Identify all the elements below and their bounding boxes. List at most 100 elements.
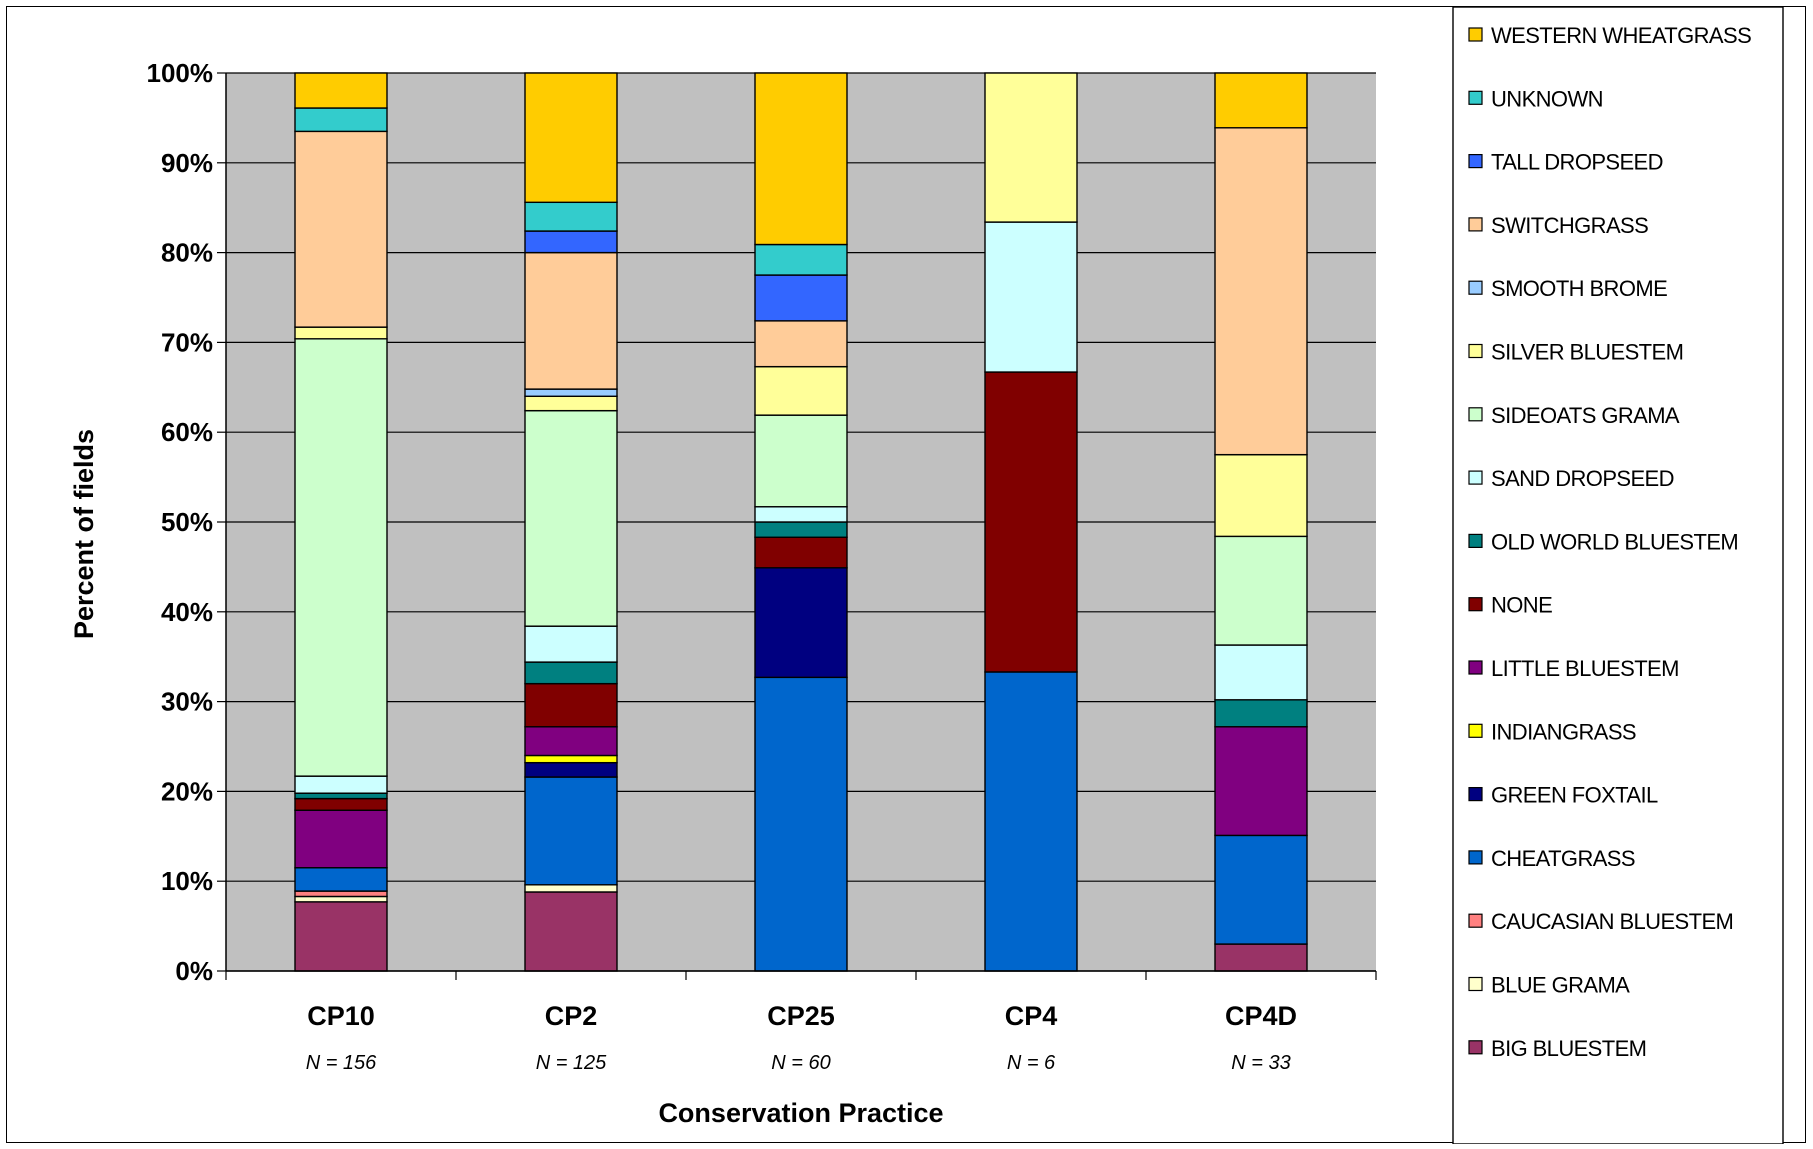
legend-swatch xyxy=(1468,217,1483,232)
bar-segment-cp10-old-world-bluestem xyxy=(294,792,388,800)
legend-swatch xyxy=(1468,280,1483,295)
bar-segment-cp2-silver-bluestem xyxy=(524,395,618,412)
bar-segment-cp2-smooth-brome xyxy=(524,388,618,397)
bar-segment-cp10-western-wheatgrass xyxy=(294,72,388,109)
bar-segment-cp25-sideoats-grama xyxy=(754,414,848,508)
legend-label: CHEATGRASS xyxy=(1491,846,1635,871)
bars xyxy=(294,72,1308,972)
bar-segment-cp2-unknown xyxy=(524,201,618,232)
bar-segment-cp2-sand-dropseed xyxy=(524,625,618,663)
bar-segment-cp10-big-bluestem xyxy=(294,901,388,972)
bar-segment-cp4d-old-world-bluestem xyxy=(1214,699,1308,728)
legend-label: CAUCASIAN BLUESTEM xyxy=(1491,909,1733,934)
bar-segment-cp25-unknown xyxy=(754,243,848,276)
sample-size-label: N = 6 xyxy=(1007,1052,1056,1074)
legend-swatch xyxy=(1468,1040,1483,1055)
legend-label: OLD WORLD BLUESTEM xyxy=(1491,529,1738,554)
bar-segment-cp4-none xyxy=(984,371,1078,673)
bar-segment-cp25-sand-dropseed xyxy=(754,506,848,523)
bar-segment-cp25-cheatgrass xyxy=(754,676,848,972)
bar-segment-cp2-big-bluestem xyxy=(524,891,618,972)
legend-swatch xyxy=(1468,470,1483,485)
bar-segment-cp25-old-world-bluestem xyxy=(754,521,848,538)
legend-label: SILVER BLUESTEM xyxy=(1491,340,1683,365)
bar-segment-cp2-switchgrass xyxy=(524,251,618,390)
bar-segment-cp2-none xyxy=(524,682,618,728)
x-tick-label: CP4 xyxy=(1005,1001,1058,1031)
legend: WESTERN WHEATGRASS UNKNOWN TALL DROPSEED SW… xyxy=(1452,7,1784,1144)
y-tick-label: 90% xyxy=(161,148,213,178)
bar-segment-cp10-unknown xyxy=(294,107,388,133)
bar-segment-cp10-little-bluestem xyxy=(294,809,388,869)
bar-segment-cp25-tall-dropseed xyxy=(754,274,848,322)
bar-segment-cp4-silver-bluestem xyxy=(984,72,1078,223)
bar-segment-cp4d-switchgrass xyxy=(1214,127,1308,456)
bar-segment-cp25-switchgrass xyxy=(754,320,848,368)
bar-segment-cp4-sand-dropseed xyxy=(984,221,1078,373)
legend-swatch xyxy=(1468,407,1483,422)
legend-swatch xyxy=(1468,913,1483,928)
legend-swatch xyxy=(1468,343,1483,359)
legend-swatch xyxy=(1468,786,1483,802)
y-axis-title: Percent of fields xyxy=(69,429,99,639)
x-axis-title: Conservation Practice xyxy=(658,1098,943,1128)
legend-label: SWITCHGRASS xyxy=(1491,213,1648,238)
legend-label: BIG BLUESTEM xyxy=(1491,1036,1646,1061)
sample-size-label: N = 33 xyxy=(1231,1052,1290,1074)
bar-segment-cp2-indiangrass xyxy=(524,754,618,764)
bar-segment-cp4d-silver-bluestem xyxy=(1214,453,1308,538)
legend-label: BLUE GRAMA xyxy=(1491,973,1630,998)
legend-label: SIDEOATS GRAMA xyxy=(1491,403,1680,428)
legend-swatch xyxy=(1468,723,1483,738)
bar-segment-cp4d-cheatgrass xyxy=(1214,834,1308,945)
bar-segment-cp10-cheatgrass xyxy=(294,867,388,892)
y-tick-label: 60% xyxy=(161,417,213,447)
bar-segment-cp2-cheatgrass xyxy=(524,776,618,886)
y-tick-label: 100% xyxy=(147,58,214,88)
bar-segment-cp2-tall-dropseed xyxy=(524,230,618,254)
legend-swatch xyxy=(1468,90,1483,105)
bar-segment-cp10-none xyxy=(294,797,388,811)
bar-segment-cp25-silver-bluestem xyxy=(754,365,848,416)
legend-label: LITTLE BLUESTEM xyxy=(1491,656,1679,681)
legend-label: WESTERN WHEATGRASS xyxy=(1491,23,1751,48)
y-tick-label: 70% xyxy=(161,327,213,357)
legend-label: GREEN FOXTAIL xyxy=(1491,783,1658,808)
legend-swatch xyxy=(1468,976,1483,992)
y-tick-label: 50% xyxy=(161,507,213,537)
bar-segment-cp4-cheatgrass xyxy=(984,671,1078,972)
legend-swatch xyxy=(1468,660,1483,675)
bar-segment-cp4d-western-wheatgrass xyxy=(1214,72,1308,129)
y-tick-label: 80% xyxy=(161,238,213,268)
y-tick-label: 0% xyxy=(175,956,213,986)
legend-swatch xyxy=(1468,27,1483,42)
legend-label: TALL DROPSEED xyxy=(1491,150,1663,175)
bar-segment-cp2-western-wheatgrass xyxy=(524,72,618,204)
bar-segment-cp10-sand-dropseed xyxy=(294,775,388,794)
bar-segment-cp4d-sideoats-grama xyxy=(1214,535,1308,646)
legend-label: NONE xyxy=(1491,593,1552,618)
x-tick-label: CP10 xyxy=(307,1001,375,1031)
y-tick-label: 30% xyxy=(161,687,213,717)
legend-swatch xyxy=(1468,597,1483,612)
y-tick-label: 20% xyxy=(161,776,213,806)
bar-segment-cp2-sideoats-grama xyxy=(524,409,618,627)
bar-segment-cp10-switchgrass xyxy=(294,130,388,328)
x-tick-label: CP25 xyxy=(767,1001,835,1031)
y-tick-label: 40% xyxy=(161,597,213,627)
bar-segment-cp2-little-bluestem xyxy=(524,726,618,757)
bar-segment-cp10-blue-grama xyxy=(294,895,388,903)
sample-size-label: N = 156 xyxy=(306,1052,377,1074)
sample-size-label: N = 60 xyxy=(771,1052,830,1074)
bar-segment-cp10-sideoats-grama xyxy=(294,338,388,777)
bar-segment-cp25-western-wheatgrass xyxy=(754,72,848,246)
bar-segment-cp4d-big-bluestem xyxy=(1214,943,1308,972)
bar-segment-cp2-green-foxtail xyxy=(524,761,618,778)
legend-swatch xyxy=(1468,154,1483,169)
axes: 0% 10% 20% 30% 40% 50% 60% 70% 80% 90% 100% CP10 N =… xyxy=(147,58,1377,1074)
bar-segment-cp2-blue-grama xyxy=(524,884,618,893)
bar-segment-cp4d-little-bluestem xyxy=(1214,726,1308,837)
bar-segment-cp4d-sand-dropseed xyxy=(1214,644,1308,701)
legend-label: UNKNOWN xyxy=(1491,86,1603,111)
bar-segment-cp10-caucasian-bluestem xyxy=(294,890,388,898)
